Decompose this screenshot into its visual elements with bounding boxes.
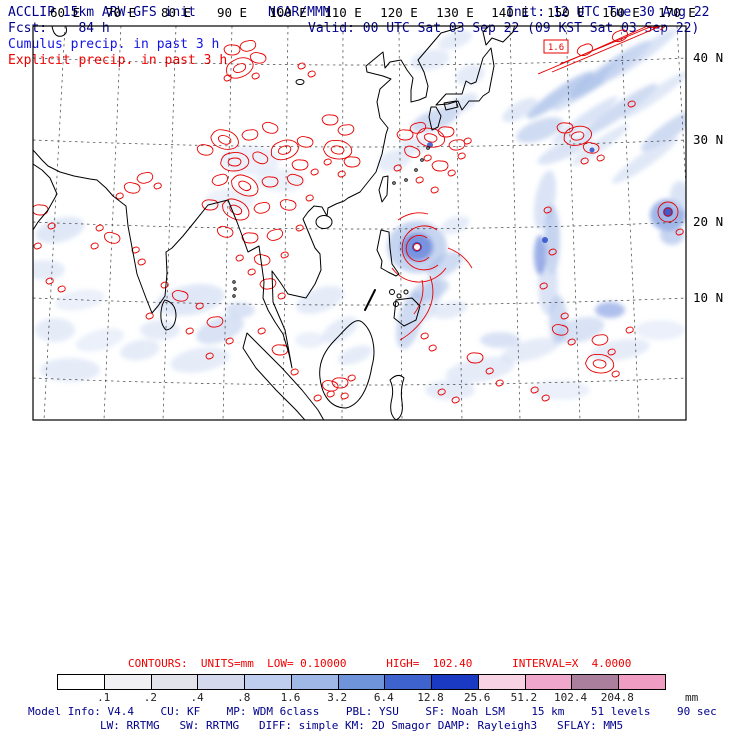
colorbar-segment bbox=[103, 675, 151, 689]
colorbar-tick-label: 102.4 bbox=[554, 691, 588, 704]
colorbar-swatches bbox=[57, 674, 666, 690]
lon-tick-label: 140 E bbox=[491, 5, 529, 20]
model-title: ACCLIP 15km ARW-GFS init bbox=[8, 5, 196, 20]
colorbar-segment bbox=[58, 675, 104, 689]
lon-tick-label: 130 E bbox=[436, 5, 474, 20]
typhoon-feature bbox=[391, 212, 473, 341]
lon-tick-label: 90 E bbox=[217, 5, 247, 20]
colorbar-tick-label: 51.2 bbox=[510, 691, 538, 704]
colorbar-tick-label: 1.6 bbox=[280, 691, 301, 704]
lon-tick-label: 70 E bbox=[106, 5, 136, 20]
lat-axis: 40 N 30 N 20 N 10 N bbox=[693, 50, 723, 305]
colorbar-segment bbox=[384, 675, 432, 689]
colorbar-tick-label: 25.6 bbox=[463, 691, 491, 704]
contour-label-box: 1.6 bbox=[543, 39, 569, 54]
lat-tick-label: 20 N bbox=[693, 214, 723, 229]
colorbar-segment bbox=[524, 675, 572, 689]
lon-axis: 60 E 70 E 80 E 90 E 100 E 110 E 120 E 13… bbox=[50, 5, 696, 20]
lat-tick-label: 10 N bbox=[693, 290, 723, 305]
forecast-hour: Fcst: 84 h bbox=[8, 21, 110, 36]
lon-tick-label: 170 E bbox=[658, 5, 696, 20]
coastline-layer bbox=[33, 26, 516, 420]
lat-tick-label: 40 N bbox=[693, 50, 723, 65]
lon-tick-label: 150 E bbox=[547, 5, 585, 20]
map-frame bbox=[32, 25, 687, 421]
lon-tick-label: 160 E bbox=[602, 5, 640, 20]
contours-info-line: CONTOURS: UNITS=mm LOW= 0.10000 HIGH= 10… bbox=[128, 657, 632, 670]
contour-label-value: 1.6 bbox=[548, 43, 564, 53]
org-name: NCAR/MMM bbox=[268, 5, 331, 20]
model-config-line-1: Model Info: V4.4 CU: KF MP: WDM 6class P… bbox=[28, 705, 717, 718]
lon-tick-label: 110 E bbox=[324, 5, 362, 20]
legend-cumulus-precip: Cumulus precip. in past 3 h bbox=[8, 37, 220, 52]
colorbar-segment bbox=[477, 675, 525, 689]
colorbar-tick-label: 3.2 bbox=[327, 691, 348, 704]
colorbar-labels: mm .1 .2 .4 .8 1.6 3.2 6.4 12.8 25.6 51.2 102.4 204… bbox=[57, 691, 737, 704]
colorbar-unit-label: mm bbox=[685, 691, 699, 704]
colorbar-segment bbox=[337, 675, 385, 689]
colorbar-segment bbox=[618, 675, 665, 689]
lon-tick-label: 120 E bbox=[380, 5, 418, 20]
colorbar-tick-label: 204.8 bbox=[600, 691, 634, 704]
explicit-precip-contours-layer bbox=[33, 26, 684, 404]
forecast-map-svg: 1.6 60 E 70 E 80 E 90 E 100 E 110 E 120 … bbox=[32, 5, 723, 421]
colorbar-tick-label: .1 bbox=[97, 691, 111, 704]
lon-tick-label: 60 E bbox=[50, 5, 80, 20]
colorbar-segment bbox=[431, 675, 478, 689]
colorbar-tick-label: .8 bbox=[237, 691, 251, 704]
model-config-line-2: LW: RRTMG SW: RRTMG DIFF: simple KM: 2D … bbox=[100, 719, 624, 732]
colorbar-segment bbox=[150, 675, 198, 689]
colorbar-segment bbox=[571, 675, 619, 689]
colorbar-tick-label: .2 bbox=[143, 691, 158, 704]
lon-tick-label: 100 E bbox=[269, 5, 307, 20]
lat-tick-label: 30 N bbox=[693, 132, 723, 147]
colorbar-segment bbox=[290, 675, 338, 689]
graticule-layer bbox=[33, 26, 686, 420]
colorbar-tick-label: 12.8 bbox=[417, 691, 444, 704]
lon-tick-label: 80 E bbox=[161, 5, 191, 20]
colorbar-segment bbox=[244, 675, 291, 689]
colorbar-tick-label: 6.4 bbox=[373, 691, 394, 704]
colorbar-tick-label: .4 bbox=[190, 691, 204, 704]
precip-shading-layer bbox=[33, 28, 686, 400]
init-time: Init: 12 UTC Tue 30 Aug 22 bbox=[506, 5, 710, 20]
colorbar-segment bbox=[197, 675, 245, 689]
